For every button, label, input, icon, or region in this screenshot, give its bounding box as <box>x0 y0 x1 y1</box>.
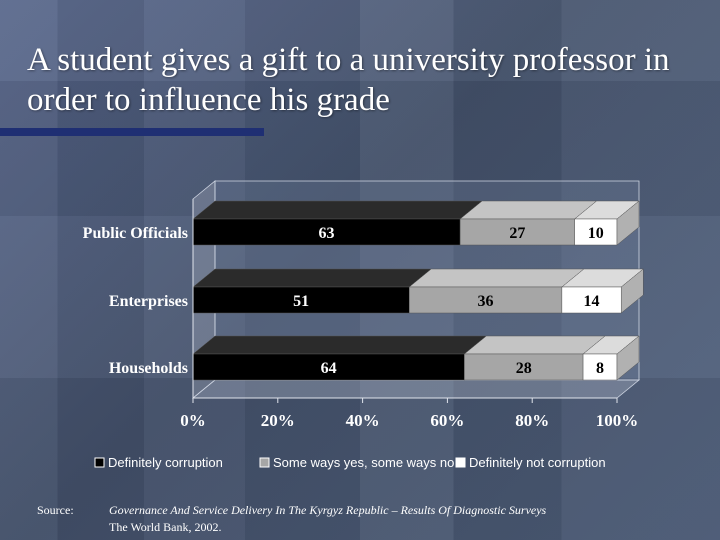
chart-floor <box>191 379 641 399</box>
bar-end-households <box>616 335 640 381</box>
data-label-public-officials-definitely-not-corruption: 10 <box>588 225 604 242</box>
bar-top-households-some-ways-yes-some-ways-no <box>463 335 606 355</box>
data-label-enterprises-definitely-not-corruption: 14 <box>584 293 600 310</box>
bar-public-officials-some-ways-yes-some-ways-no <box>459 218 575 246</box>
bar-households-definitely-corruption <box>192 353 465 381</box>
data-label-households-some-ways-yes-some-ways-no: 28 <box>516 360 532 377</box>
bar-enterprises-definitely-not-corruption <box>561 286 622 314</box>
bar-enterprises-definitely-corruption <box>192 286 410 314</box>
data-label-public-officials-some-ways-yes-some-ways-no: 27 <box>509 225 525 242</box>
legend-label-some-ways-yes-some-ways-no: Some ways yes, some ways no <box>273 455 454 470</box>
bar-enterprises-some-ways-yes-some-ways-no <box>408 286 563 314</box>
bar-end-enterprises <box>620 268 644 314</box>
source-citation: Governance And Service Delivery In The K… <box>109 503 547 517</box>
legend-swatch-definitely-not-corruption <box>455 457 466 468</box>
x-tick-label-1: 20% <box>261 411 295 430</box>
stacked-bar-chart: 63 27 10 Public Officials 51 36 14 Enterprises 6… <box>83 180 644 470</box>
data-label-public-officials-definitely-corruption: 63 <box>319 225 335 242</box>
bar-top-enterprises-some-ways-yes-some-ways-no <box>408 268 585 288</box>
category-label-households: Households <box>109 360 188 377</box>
title-accent-bar <box>0 128 264 136</box>
bar-top-public-officials-some-ways-yes-some-ways-no <box>459 200 598 220</box>
legend-label-definitely-corruption: Definitely corruption <box>108 455 223 470</box>
data-label-households-definitely-not-corruption: 8 <box>596 360 604 377</box>
bar-top-households-definitely-corruption <box>192 335 488 355</box>
slide-title: A student gives a gift to a university p… <box>27 42 670 118</box>
source-publisher: The World Bank, 2002. <box>109 520 222 534</box>
data-label-enterprises-definitely-corruption: 51 <box>293 293 309 310</box>
x-tick-label-3: 60% <box>430 411 464 430</box>
legend-swatch-some-ways-yes-some-ways-no <box>259 457 270 468</box>
x-tick-label-4: 80% <box>515 411 549 430</box>
category-label-enterprises: Enterprises <box>109 293 188 310</box>
bar-top-public-officials-definitely-corruption <box>192 200 483 220</box>
category-label-public-officials: Public Officials <box>83 225 188 242</box>
legend-swatch-definitely-corruption <box>94 457 105 468</box>
bar-end-public-officials <box>616 200 640 246</box>
x-tick-label-0: 0% <box>180 411 206 430</box>
bar-households-definitely-not-corruption <box>582 353 618 381</box>
x-tick-label-5: 100% <box>596 411 639 430</box>
bar-top-enterprises-definitely-corruption <box>192 268 432 288</box>
x-tick-label-2: 40% <box>346 411 380 430</box>
data-label-households-definitely-corruption: 64 <box>321 360 337 377</box>
data-label-enterprises-some-ways-yes-some-ways-no: 36 <box>478 293 494 310</box>
source-label: Source: <box>37 503 74 517</box>
bar-households-some-ways-yes-some-ways-no <box>464 353 584 381</box>
legend-label-definitely-not-corruption: Definitely not corruption <box>469 455 606 470</box>
